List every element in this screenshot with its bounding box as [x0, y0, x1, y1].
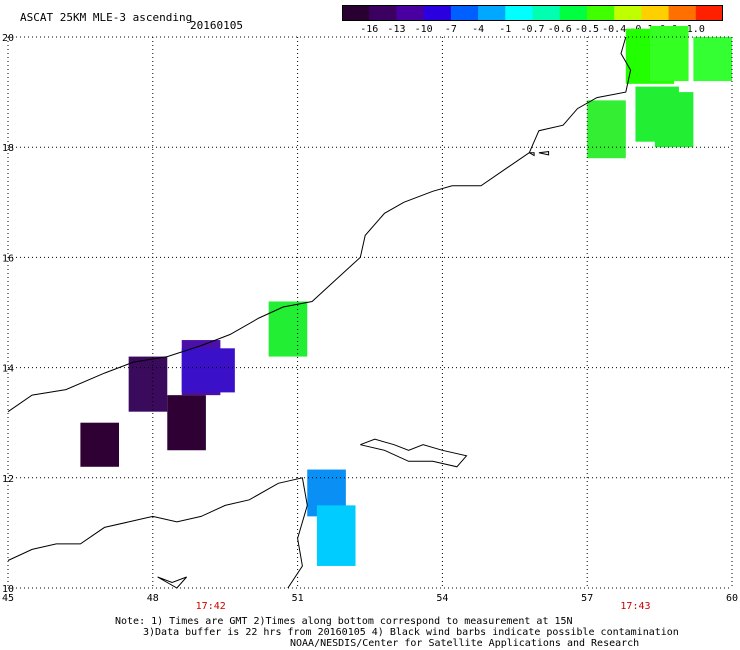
- coastline: [7, 36, 632, 413]
- colorbar-segment: [396, 5, 425, 21]
- footer-credit: NOAA/NESDIS/Center for Satellite Applica…: [290, 638, 640, 649]
- data-cell: [587, 100, 626, 159]
- lat-tick-label: 14: [2, 364, 14, 375]
- colorbar-segment: [505, 5, 533, 21]
- island-outline: [529, 152, 535, 157]
- data-cell: [654, 92, 694, 148]
- lon-tick-label: 48: [147, 593, 159, 604]
- lon-tick-label: 54: [436, 593, 448, 604]
- colorbar-segment: [695, 5, 723, 21]
- colorbar-segment: [342, 5, 370, 21]
- colorbar-segment: [532, 5, 561, 21]
- data-cell: [80, 422, 120, 467]
- time-label: 17:43: [620, 601, 650, 612]
- colorbar-label: -1: [499, 24, 512, 35]
- colorbar-segment: [478, 5, 506, 21]
- island-outline: [538, 151, 550, 156]
- colorbar-segment: [586, 5, 615, 21]
- colorbar-label: -16: [360, 24, 379, 35]
- colorbar-segment: [369, 5, 397, 21]
- colorbar-label: 1.0: [686, 24, 705, 35]
- colorbar-label: -13: [387, 24, 406, 35]
- colorbar-frame: [342, 5, 723, 21]
- colorbar-label: -0.7: [520, 24, 545, 35]
- lon-tick-label: 57: [581, 593, 593, 604]
- data-cell: [693, 37, 732, 82]
- data-cell: [316, 505, 356, 566]
- island-outline: [157, 576, 187, 589]
- data-cell: [268, 301, 308, 357]
- colorbar-segment: [559, 5, 588, 21]
- lat-tick-label: 12: [2, 474, 14, 485]
- data-cell: [167, 395, 206, 451]
- lat-tick-label: 20: [2, 33, 14, 44]
- data-cell: [649, 25, 689, 82]
- lat-tick-label: 10: [2, 584, 14, 595]
- colorbar-segment: [450, 5, 479, 21]
- data-cell: [128, 356, 168, 412]
- colorbar-segment: [614, 5, 642, 21]
- data-cell: [181, 348, 235, 393]
- island-outline: [360, 438, 468, 468]
- colorbar-segment: [423, 5, 452, 21]
- colorbar-segment: [668, 5, 697, 21]
- colorbar-segment: [641, 5, 670, 21]
- colorbar-label: -4: [472, 24, 485, 35]
- colorbar-label: -10: [414, 24, 433, 35]
- colorbar: [342, 5, 723, 21]
- colorbar-label: -7: [444, 24, 457, 35]
- time-label: 17:42: [196, 601, 226, 612]
- map-date: 20160105: [190, 19, 243, 32]
- colorbar-label: -0.6: [547, 24, 572, 35]
- map-title: ASCAT 25KM MLE-3 ascending: [20, 11, 193, 24]
- coastline: [7, 477, 308, 589]
- lat-tick-label: 18: [2, 143, 14, 154]
- colorbar-label: -0.5: [574, 24, 600, 35]
- lat-tick-label: 16: [2, 253, 14, 264]
- lon-tick-label: 51: [292, 593, 304, 604]
- footer-note-2: 3)Data buffer is 22 hrs from 20160105 4)…: [143, 627, 679, 638]
- footer-note-1: Note: 1) Times are GMT 2)Times along bot…: [115, 616, 573, 627]
- lon-tick-label: 45: [2, 593, 14, 604]
- lon-tick-label: 60: [726, 593, 738, 604]
- colorbar-label: -0.4: [602, 24, 627, 35]
